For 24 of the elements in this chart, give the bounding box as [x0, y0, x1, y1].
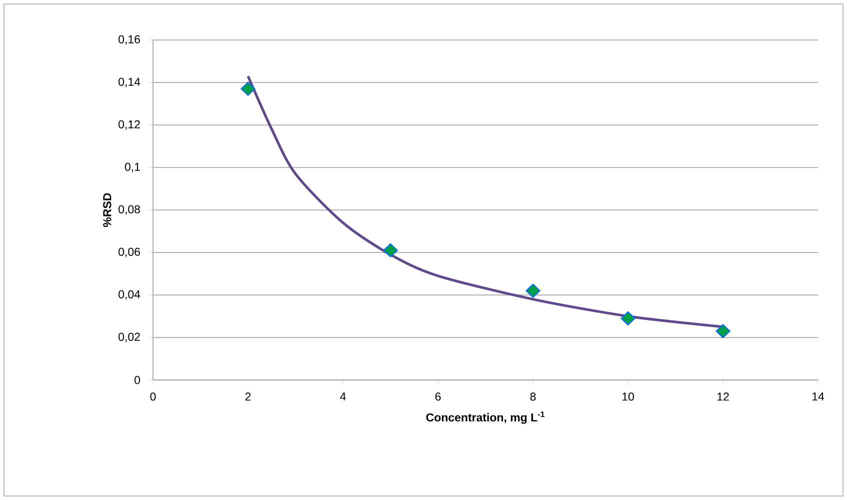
- y-tick-label: 0,06: [118, 248, 140, 258]
- y-tick-label: 0,16: [118, 35, 140, 45]
- y-tick-label: 0,14: [118, 78, 140, 88]
- x-tick-label: 8: [530, 392, 536, 401]
- y-tick-label: 0: [134, 376, 140, 384]
- y-tick-label: 0,04: [118, 290, 140, 300]
- x-tick-label: 2: [245, 392, 251, 401]
- y-tick-label: 0,12: [118, 120, 140, 130]
- x-tick-label: 4: [340, 392, 346, 400]
- x-tick-label: 12: [717, 392, 729, 401]
- x-tick-label: 10: [622, 392, 634, 401]
- x-tick-label: 14: [812, 392, 824, 400]
- point: [383, 243, 398, 258]
- x-tick-label: 6: [435, 392, 441, 401]
- point: [526, 284, 540, 298]
- y-tick-label: 0,08: [118, 205, 140, 215]
- x-axis-title: Concentration, mg L$^{-1}$: [426, 412, 545, 424]
- y-axis-title: %RSD: [103, 193, 112, 227]
- point: [716, 324, 730, 338]
- point: [240, 82, 256, 96]
- point: [620, 311, 636, 326]
- x-tick-label: 0: [150, 392, 156, 401]
- y-tick-label: 0,1: [124, 162, 140, 172]
- y-tick-label: 0,02: [118, 332, 140, 342]
